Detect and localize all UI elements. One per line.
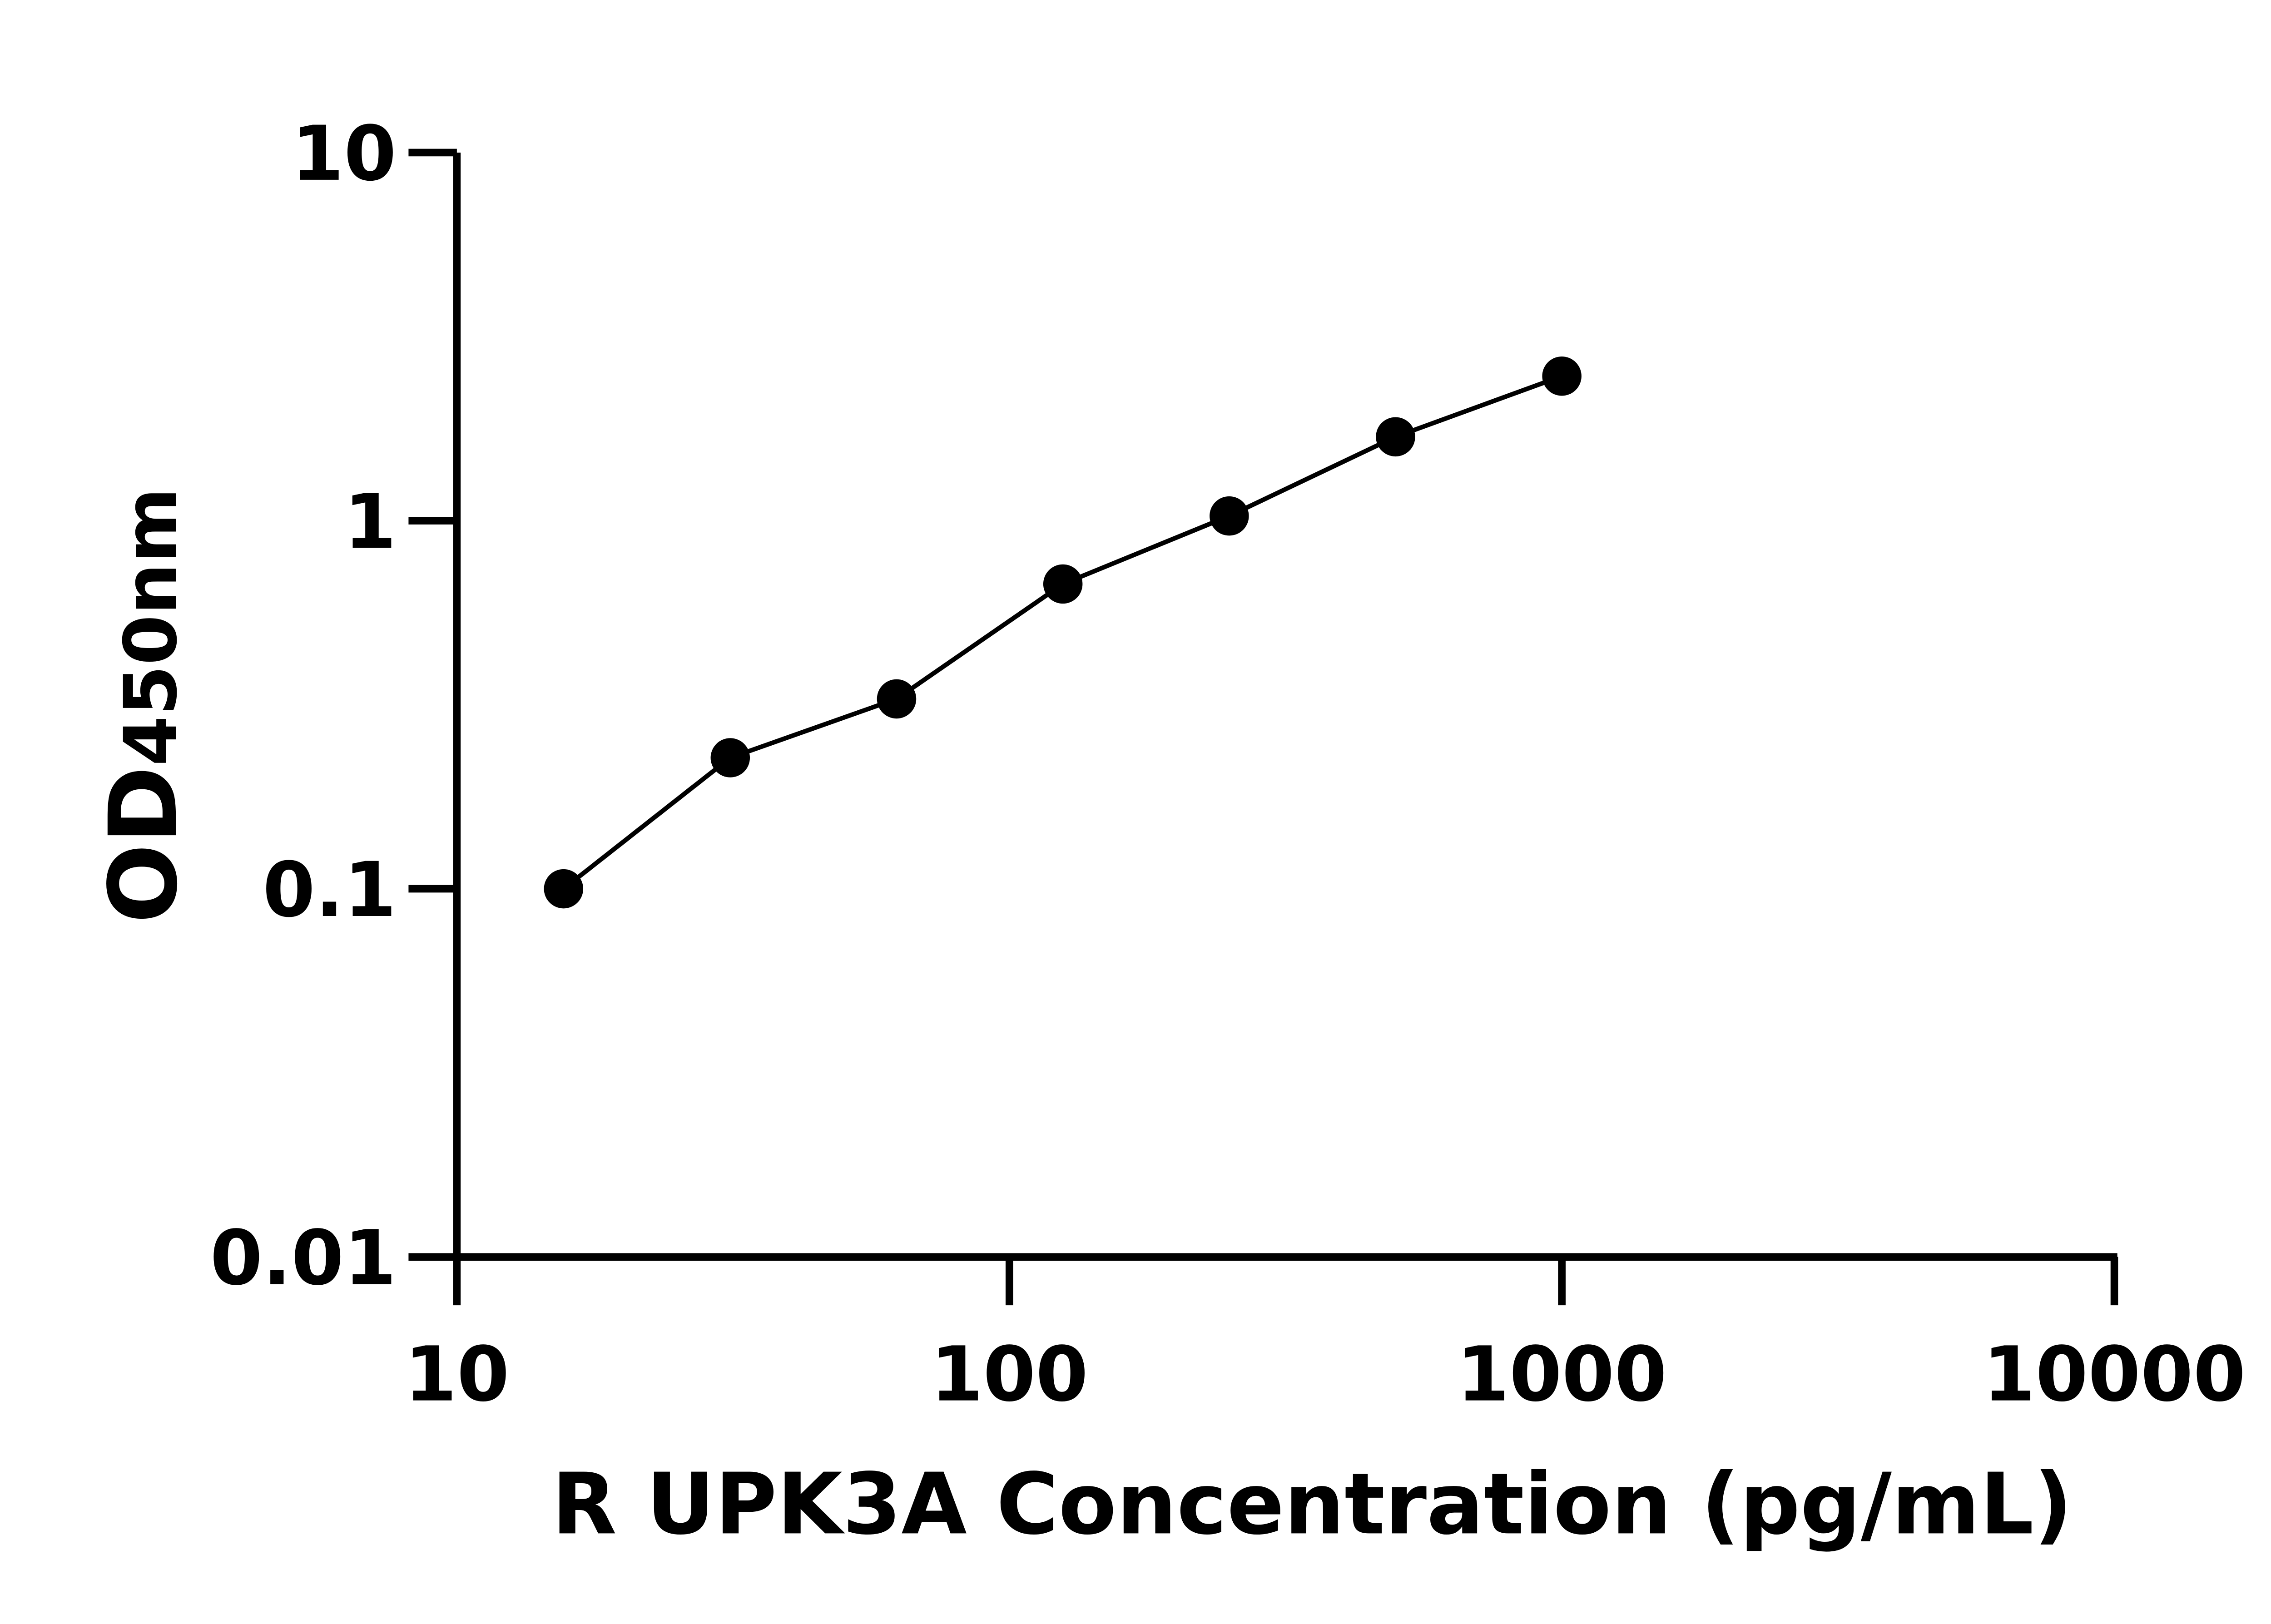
y-axis-label-sub: 450nm [109,488,193,766]
x-axis-label: R UPK3A Concentration (pg/mL) [552,1455,2073,1553]
y-axis-label-main: OD [89,766,198,924]
x-tick-label: 10 [404,1331,509,1419]
data-point [1376,417,1415,457]
x-tick-label: 1000 [1457,1331,1667,1419]
data-point [710,738,750,777]
y-tick-label: 10 [291,110,396,198]
ticks: 0.01 0.1 1 10 10 100 1000 10000 [210,110,2246,1419]
fit-curve [562,374,1563,891]
data-point [544,869,584,909]
data-point [1043,564,1083,604]
y-tick-label: 1 [344,478,397,566]
y-tick-label: 0.01 [210,1215,396,1302]
series [544,356,1582,909]
data-point [877,679,917,719]
y-tick-label: 0.1 [263,847,397,934]
x-tick-label: 10000 [1983,1331,2246,1419]
x-tick-label: 100 [931,1331,1088,1419]
data-point [1542,356,1582,396]
y-axis-label: OD450nm [89,488,198,924]
axes [453,152,2117,1261]
data-point [1210,496,1249,536]
